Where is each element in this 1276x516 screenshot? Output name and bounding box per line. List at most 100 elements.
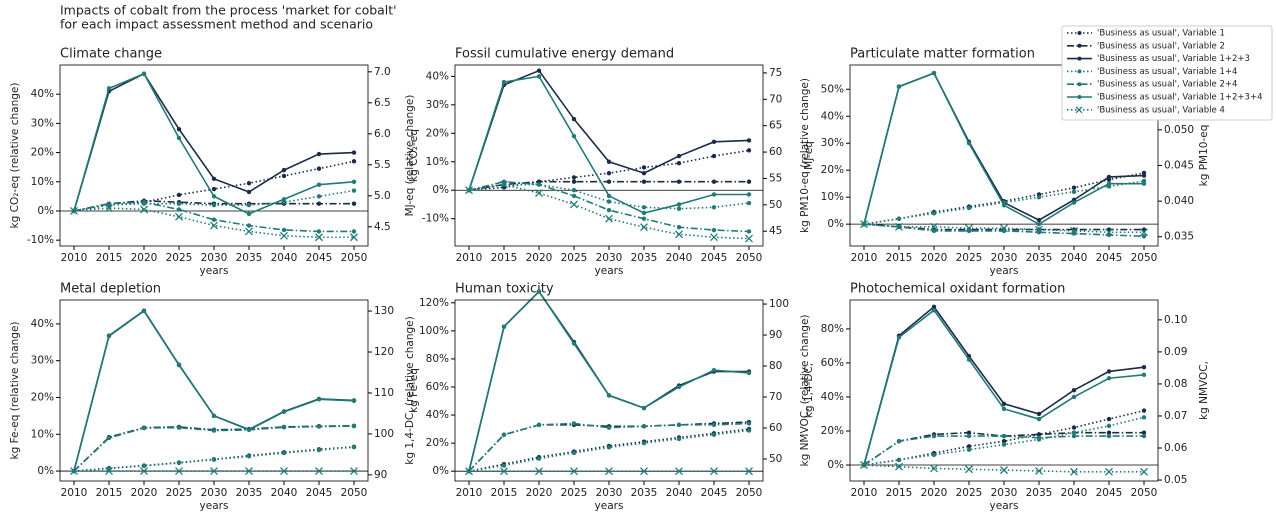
x-tick-label: 2010	[456, 252, 483, 264]
point	[536, 74, 542, 79]
x-tick-label: 2030	[596, 252, 623, 264]
point	[641, 405, 647, 411]
point	[746, 148, 752, 153]
point	[176, 207, 182, 212]
x-tick-label: 2050	[341, 252, 368, 264]
point	[351, 201, 357, 206]
x-axis-label: years	[595, 500, 624, 512]
point	[316, 229, 322, 234]
point	[606, 159, 612, 164]
x-tick-label: 2030	[201, 252, 228, 264]
x-tick-label: 2035	[236, 487, 263, 499]
point	[896, 457, 902, 463]
y-tick-label: 0%	[827, 218, 844, 230]
point	[176, 201, 182, 206]
point	[211, 176, 217, 182]
x-tick-label: 2025	[561, 252, 588, 264]
point	[351, 159, 357, 164]
y2-axis-label: kg PM10-eq	[1198, 125, 1210, 187]
point	[500, 180, 508, 189]
point	[676, 225, 682, 230]
point	[141, 200, 147, 205]
point	[711, 422, 717, 428]
point	[641, 170, 647, 176]
point	[1001, 433, 1007, 439]
point	[1070, 226, 1078, 235]
point	[106, 435, 112, 441]
point	[536, 422, 542, 428]
point	[676, 436, 682, 442]
point	[966, 430, 972, 435]
y2-tick-label: 6.5	[374, 97, 391, 109]
x-tick-label: 2020	[526, 487, 553, 499]
series-line	[468, 428, 750, 472]
point	[896, 335, 902, 340]
legend-label: 'Business as usual', Variable 1+2+3	[1097, 54, 1250, 64]
y2-tick-label: 5.0	[374, 190, 391, 202]
series-line	[863, 180, 1145, 225]
point	[1071, 200, 1077, 205]
legend-label: 'Business as usual', Variable 4	[1097, 105, 1225, 115]
legend-label: 'Business as usual', Variable 2	[1097, 41, 1225, 51]
y2-tick-label: 0.07	[1164, 410, 1187, 422]
point	[966, 447, 972, 452]
point	[711, 227, 717, 233]
point	[1070, 467, 1078, 476]
x-tick-label: 2030	[596, 487, 623, 499]
x-axis-label: years	[990, 265, 1019, 277]
point	[280, 467, 288, 476]
point	[571, 341, 577, 346]
x-tick-label: 2035	[631, 487, 658, 499]
point	[536, 68, 542, 73]
point	[281, 173, 287, 179]
y-tick-label: -10%	[27, 234, 54, 246]
x-tick-label: 2010	[61, 252, 88, 264]
series-line	[73, 309, 355, 472]
point	[315, 233, 323, 242]
y-tick-label: 0%	[432, 184, 449, 196]
point	[570, 467, 578, 476]
point	[966, 444, 972, 449]
point	[1036, 217, 1042, 223]
y-tick-label: 30%	[821, 137, 844, 149]
point	[106, 333, 112, 339]
point	[501, 324, 507, 329]
plot-frame	[849, 64, 1159, 247]
point	[676, 179, 682, 184]
point	[605, 214, 613, 223]
point	[350, 233, 358, 242]
y2-tick-label: 0.10	[1164, 314, 1187, 326]
point	[1036, 416, 1042, 422]
point	[1035, 225, 1043, 234]
point	[676, 202, 682, 207]
x-tick-label: 2015	[491, 252, 518, 264]
point	[210, 467, 218, 476]
y-tick-label: 10%	[426, 156, 449, 168]
legend: 'Business as usual', Variable 1 'Business…	[1061, 25, 1273, 121]
x-tick-label: 2050	[341, 487, 368, 499]
point	[1105, 228, 1113, 237]
point	[640, 223, 648, 232]
y-tick-label: 10%	[821, 191, 844, 203]
y2-tick-label: 80	[769, 360, 782, 372]
point	[1141, 415, 1147, 420]
x-tick-label: 2015	[491, 487, 518, 499]
point	[711, 179, 717, 184]
point	[106, 86, 112, 91]
x-tick-label: 2025	[956, 252, 983, 264]
point	[1071, 387, 1077, 393]
point	[1141, 173, 1147, 178]
point	[281, 425, 287, 430]
y2-tick-label: 0.045	[1164, 159, 1194, 171]
point	[211, 413, 217, 419]
point	[1141, 408, 1147, 413]
point	[351, 150, 357, 155]
point	[571, 193, 577, 199]
point	[571, 450, 577, 456]
x-tick-label: 2050	[1131, 487, 1158, 499]
point	[675, 230, 683, 239]
point	[641, 205, 647, 210]
point	[1071, 185, 1077, 190]
point	[606, 170, 612, 176]
point	[351, 179, 357, 184]
